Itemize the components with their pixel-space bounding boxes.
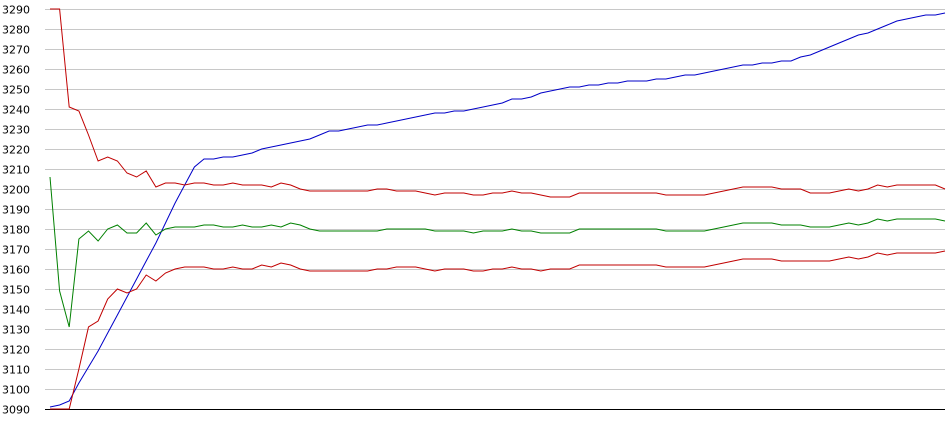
y-tick-label: 3280 — [2, 24, 30, 37]
y-tick-label: 3190 — [2, 204, 30, 217]
y-tick-label: 3200 — [2, 184, 30, 197]
y-tick-label: 3180 — [2, 224, 30, 237]
y-tick-label: 3140 — [2, 304, 30, 317]
series-line-2 — [50, 8, 946, 198]
series-line-4 — [50, 250, 946, 410]
y-tick-label: 3150 — [2, 284, 30, 297]
y-tick-label: 3270 — [2, 44, 30, 57]
y-tick-label: 3220 — [2, 144, 30, 157]
y-tick-label: 3260 — [2, 64, 30, 77]
y-tick-label: 3120 — [2, 344, 30, 357]
y-tick-label: 3130 — [2, 324, 30, 337]
y-tick-label: 3110 — [2, 364, 30, 377]
y-tick-label: 3170 — [2, 244, 30, 257]
y-axis-tick-labels: 3090 3100 3110 3120 3130 3140 3150 3160 3170 3180… — [2, 4, 30, 417]
y-tick-label: 3250 — [2, 84, 30, 97]
y-tick-label: 3160 — [2, 264, 30, 277]
series-lines — [49, 8, 946, 410]
y-tick-label: 3240 — [2, 104, 30, 117]
y-tick-label: 3290 — [2, 4, 30, 17]
y-tick-label: 3210 — [2, 164, 30, 177]
y-tick-label: 3090 — [2, 404, 30, 417]
y-tick-label: 3100 — [2, 384, 30, 397]
y-tick-label: 3230 — [2, 124, 30, 137]
series-line-3 — [49, 176, 946, 328]
gridlines — [45, 9, 945, 410]
series-line-1 — [49, 12, 946, 408]
